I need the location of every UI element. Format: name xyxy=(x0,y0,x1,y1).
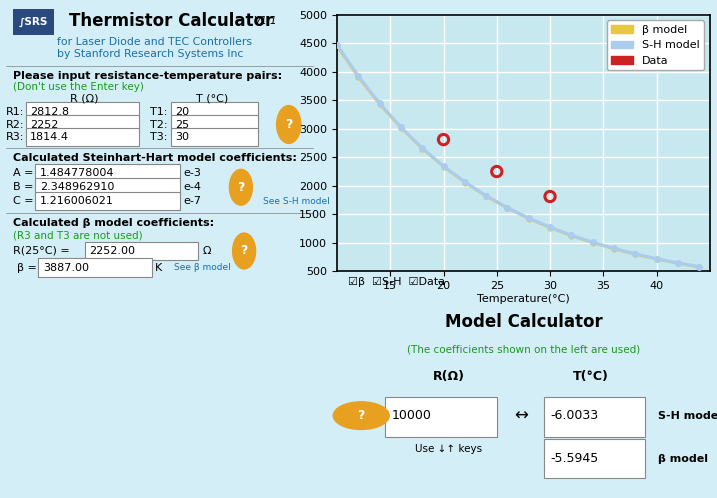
Text: 2252: 2252 xyxy=(30,120,59,129)
Text: 2.348962910: 2.348962910 xyxy=(40,182,114,192)
Text: (The coefficients shown on the left are used): (The coefficients shown on the left are … xyxy=(407,344,640,354)
FancyBboxPatch shape xyxy=(26,115,139,133)
FancyBboxPatch shape xyxy=(171,128,258,146)
Text: R3:: R3: xyxy=(6,132,24,142)
FancyBboxPatch shape xyxy=(13,9,54,35)
Text: 2252.00: 2252.00 xyxy=(90,246,136,256)
Text: 1.484778004: 1.484778004 xyxy=(40,168,115,178)
Text: K: K xyxy=(155,263,162,273)
Text: -6.0033: -6.0033 xyxy=(550,409,599,422)
FancyBboxPatch shape xyxy=(35,164,180,182)
Text: S-H model: S-H model xyxy=(658,411,717,421)
Circle shape xyxy=(232,233,255,269)
Text: β =: β = xyxy=(16,263,37,273)
Text: Ω: Ω xyxy=(203,246,211,256)
Text: R (Ω): R (Ω) xyxy=(70,93,99,103)
Text: e-3: e-3 xyxy=(184,168,201,178)
Text: ?: ? xyxy=(237,181,244,194)
Point xyxy=(544,193,556,201)
Text: Temperature(°C): Temperature(°C) xyxy=(477,294,570,304)
Circle shape xyxy=(277,106,301,143)
Text: T3:: T3: xyxy=(150,132,168,142)
Text: ↔: ↔ xyxy=(515,407,528,425)
Text: T1:: T1: xyxy=(150,107,168,117)
FancyBboxPatch shape xyxy=(171,115,258,133)
FancyBboxPatch shape xyxy=(35,192,180,210)
Text: See β model: See β model xyxy=(174,263,231,272)
FancyBboxPatch shape xyxy=(38,258,151,277)
FancyBboxPatch shape xyxy=(386,397,498,437)
FancyBboxPatch shape xyxy=(544,439,645,478)
Text: e-7: e-7 xyxy=(184,196,201,206)
Text: 2812.8: 2812.8 xyxy=(30,107,70,117)
Text: A =: A = xyxy=(13,168,34,178)
Text: B =: B = xyxy=(13,182,34,192)
Text: Calculated Steinhart-Hart model coefficients:: Calculated Steinhart-Hart model coeffici… xyxy=(13,153,297,163)
Text: 1.216006021: 1.216006021 xyxy=(40,196,114,206)
Text: 10000: 10000 xyxy=(392,409,432,422)
Text: -5.5945: -5.5945 xyxy=(550,452,599,466)
Point xyxy=(438,135,450,143)
Text: 20: 20 xyxy=(176,107,189,117)
Text: T(°C): T(°C) xyxy=(573,371,609,383)
Text: V1.1: V1.1 xyxy=(254,16,277,26)
Text: R(25°C) =: R(25°C) = xyxy=(13,246,70,256)
Text: Please input resistance-temperature pairs:: Please input resistance-temperature pair… xyxy=(13,71,282,81)
Text: (R3 and T3 are not used): (R3 and T3 are not used) xyxy=(13,230,143,240)
Point xyxy=(491,167,503,175)
Text: ?: ? xyxy=(285,118,293,131)
Text: Model Calculator: Model Calculator xyxy=(445,313,602,331)
Text: ∫SRS: ∫SRS xyxy=(19,17,48,27)
Text: T (°C): T (°C) xyxy=(196,93,228,103)
Text: 1814.4: 1814.4 xyxy=(30,132,70,142)
Text: β model: β model xyxy=(658,454,708,464)
Circle shape xyxy=(333,402,389,429)
Text: Thermistor Calculator: Thermistor Calculator xyxy=(69,12,273,30)
FancyBboxPatch shape xyxy=(26,102,139,121)
Text: 25: 25 xyxy=(176,120,189,129)
Text: (Don't use the Enter key): (Don't use the Enter key) xyxy=(13,82,143,92)
Text: R2:: R2: xyxy=(6,120,24,129)
Text: ☑β  ☑S-H  ☑Data: ☑β ☑S-H ☑Data xyxy=(348,277,445,287)
Text: R1:: R1: xyxy=(6,107,24,117)
FancyBboxPatch shape xyxy=(544,397,645,437)
FancyBboxPatch shape xyxy=(26,128,139,146)
Legend: β model, S-H model, Data: β model, S-H model, Data xyxy=(607,20,704,71)
Text: e-4: e-4 xyxy=(184,182,201,192)
Text: R(Ω): R(Ω) xyxy=(433,371,465,383)
Text: ?: ? xyxy=(240,245,248,257)
Text: ?: ? xyxy=(358,409,365,422)
Text: 30: 30 xyxy=(176,132,189,142)
Text: Use ↓↑ keys: Use ↓↑ keys xyxy=(415,444,483,454)
FancyBboxPatch shape xyxy=(171,102,258,121)
Text: 3887.00: 3887.00 xyxy=(43,263,89,273)
Circle shape xyxy=(229,169,252,205)
FancyBboxPatch shape xyxy=(35,178,180,196)
Text: See S-H model: See S-H model xyxy=(263,197,330,206)
FancyBboxPatch shape xyxy=(85,242,198,260)
Text: T2:: T2: xyxy=(150,120,168,129)
Text: C =: C = xyxy=(13,196,34,206)
Text: Calculated β model coefficients:: Calculated β model coefficients: xyxy=(13,218,214,228)
Text: for Laser Diode and TEC Controllers: for Laser Diode and TEC Controllers xyxy=(57,37,252,47)
Text: by Stanford Research Systems Inc: by Stanford Research Systems Inc xyxy=(57,49,244,59)
